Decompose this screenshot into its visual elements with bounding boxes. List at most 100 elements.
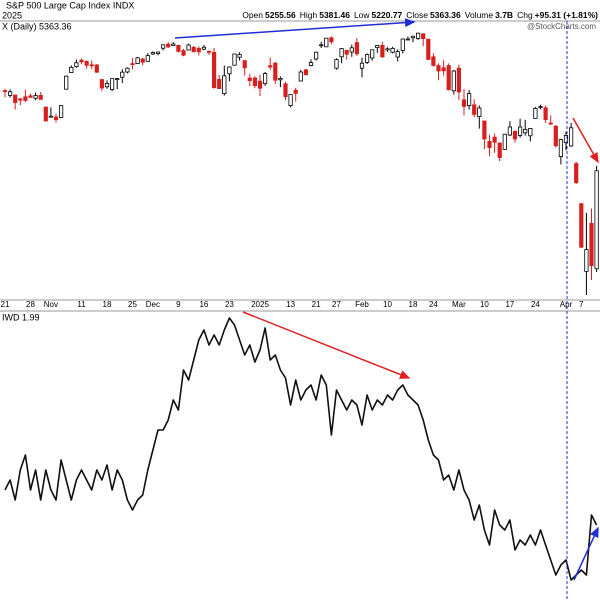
candle-body — [140, 58, 145, 63]
candle-body — [94, 64, 99, 73]
candle-body — [206, 51, 212, 53]
candle-body — [201, 46, 206, 50]
candle-body — [166, 43, 171, 48]
candle-body — [421, 33, 426, 39]
price-panel-title: X (Daily) 5363.36 — [2, 21, 72, 31]
x-tick-label: Mar — [452, 300, 466, 309]
candle-body — [395, 51, 400, 58]
candle-body — [461, 99, 467, 107]
candle-body — [288, 94, 293, 106]
candle-body — [48, 115, 54, 118]
stat-value: 5381.46 — [319, 10, 350, 20]
candle-body — [385, 48, 390, 51]
candle-body — [186, 44, 191, 51]
x-tick-label: 17 — [505, 300, 514, 309]
candle-body — [334, 59, 339, 69]
candle-body — [23, 96, 28, 101]
candle-body — [176, 45, 181, 52]
candle-body — [84, 61, 89, 66]
candle-body — [548, 122, 553, 125]
candle-body — [594, 170, 599, 270]
candle-body — [191, 46, 196, 53]
candle-body — [211, 52, 217, 89]
candle-body — [120, 71, 125, 78]
stat-label: Volume — [465, 10, 494, 20]
candle-body — [130, 63, 135, 65]
candle-body — [99, 79, 104, 89]
candle-body — [507, 126, 513, 136]
candle-body — [232, 53, 237, 66]
stat-label: Chg — [517, 10, 533, 20]
x-tick-label: 18 — [409, 300, 418, 309]
candle-body — [589, 222, 594, 266]
candle-body — [319, 44, 324, 47]
x-tick-label: 27 — [332, 300, 341, 309]
candle-body — [584, 249, 589, 272]
x-tick-label: Nov — [44, 300, 58, 309]
x-tick-label: 9 — [176, 300, 181, 309]
candle-body — [135, 57, 140, 64]
x-tick-label: 2025 — [251, 300, 269, 309]
candle-body — [273, 62, 278, 81]
candle-body — [7, 91, 13, 96]
x-tick-label: Apr — [560, 300, 573, 309]
candle-body — [410, 35, 416, 39]
candle-body — [257, 80, 263, 89]
candle-body — [431, 56, 436, 66]
candle-body — [18, 98, 23, 101]
candle-body — [482, 120, 487, 140]
candle-body — [436, 65, 441, 72]
candle-body — [441, 67, 446, 72]
candle-body — [242, 60, 247, 69]
x-tick-label: Feb — [355, 300, 369, 309]
watermark: @StockCharts.com — [527, 22, 596, 31]
stat-value: 5363.36 — [430, 10, 461, 20]
candle-body — [533, 108, 538, 119]
candle-body — [115, 78, 120, 80]
candle-body — [171, 43, 176, 46]
candle-body — [38, 95, 43, 100]
x-tick-label: 24 — [429, 300, 438, 309]
stat-value: 3.7B — [495, 10, 513, 20]
candle-body — [298, 71, 303, 82]
candle-body — [69, 67, 74, 74]
candle-body — [405, 38, 411, 41]
candle-body — [247, 77, 252, 81]
x-tick-label: 21 — [1, 300, 10, 309]
candle-body — [370, 49, 375, 59]
ratio-panel-title: IWD 1.99 — [2, 312, 40, 322]
candle-body — [262, 73, 268, 84]
candle-body — [466, 93, 472, 106]
candle-body — [74, 62, 79, 67]
candle-body — [268, 65, 273, 68]
x-tick-label: 10 — [480, 300, 489, 309]
candle-body — [359, 62, 365, 69]
candle-body — [28, 95, 33, 98]
x-tick-label: 23 — [225, 300, 234, 309]
x-tick-label: 11 — [77, 300, 86, 309]
candle-body — [380, 45, 385, 58]
candle-body — [237, 54, 242, 58]
candle-body — [518, 126, 523, 136]
candle-body — [497, 142, 502, 158]
candle-body — [53, 116, 59, 120]
x-tick-label: Dec — [146, 300, 160, 309]
ratio-panel — [0, 310, 600, 312]
x-tick-label: 28 — [26, 300, 35, 309]
candle-body — [390, 48, 395, 53]
candle-body — [252, 77, 257, 86]
candle-body — [13, 94, 18, 103]
stat-value: 5220.77 — [372, 10, 403, 20]
candle-body — [492, 136, 497, 143]
candle-body — [283, 83, 288, 98]
candle-body — [563, 134, 569, 143]
candle-body — [155, 51, 161, 54]
candle-body — [451, 70, 456, 92]
stat-label: Low — [354, 10, 370, 20]
candle-body — [477, 107, 482, 118]
candle-body — [344, 50, 349, 55]
candle-body — [181, 50, 186, 56]
candle-body — [569, 127, 574, 147]
x-tick-label: 16 — [199, 300, 208, 309]
